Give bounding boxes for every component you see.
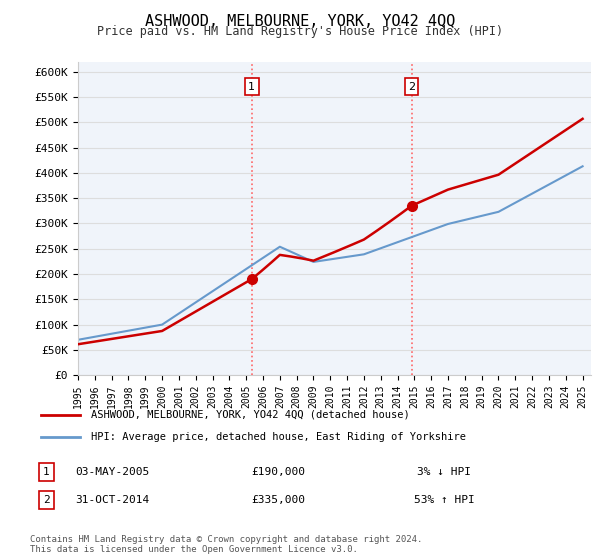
Text: 31-OCT-2014: 31-OCT-2014: [76, 495, 150, 505]
Text: HPI: Average price, detached house, East Riding of Yorkshire: HPI: Average price, detached house, East…: [91, 432, 466, 442]
Text: 1: 1: [43, 466, 50, 477]
Text: £335,000: £335,000: [251, 495, 305, 505]
Text: 1: 1: [248, 82, 255, 92]
Text: 53% ↑ HPI: 53% ↑ HPI: [413, 495, 475, 505]
Text: 2: 2: [43, 495, 50, 505]
Text: Contains HM Land Registry data © Crown copyright and database right 2024.
This d: Contains HM Land Registry data © Crown c…: [30, 535, 422, 554]
Text: 03-MAY-2005: 03-MAY-2005: [76, 466, 150, 477]
Text: £190,000: £190,000: [251, 466, 305, 477]
Text: 3% ↓ HPI: 3% ↓ HPI: [417, 466, 471, 477]
Text: ASHWOOD, MELBOURNE, YORK, YO42 4QQ (detached house): ASHWOOD, MELBOURNE, YORK, YO42 4QQ (deta…: [91, 409, 409, 419]
Text: 2: 2: [408, 82, 415, 92]
Text: Price paid vs. HM Land Registry's House Price Index (HPI): Price paid vs. HM Land Registry's House …: [97, 25, 503, 38]
Text: ASHWOOD, MELBOURNE, YORK, YO42 4QQ: ASHWOOD, MELBOURNE, YORK, YO42 4QQ: [145, 14, 455, 29]
